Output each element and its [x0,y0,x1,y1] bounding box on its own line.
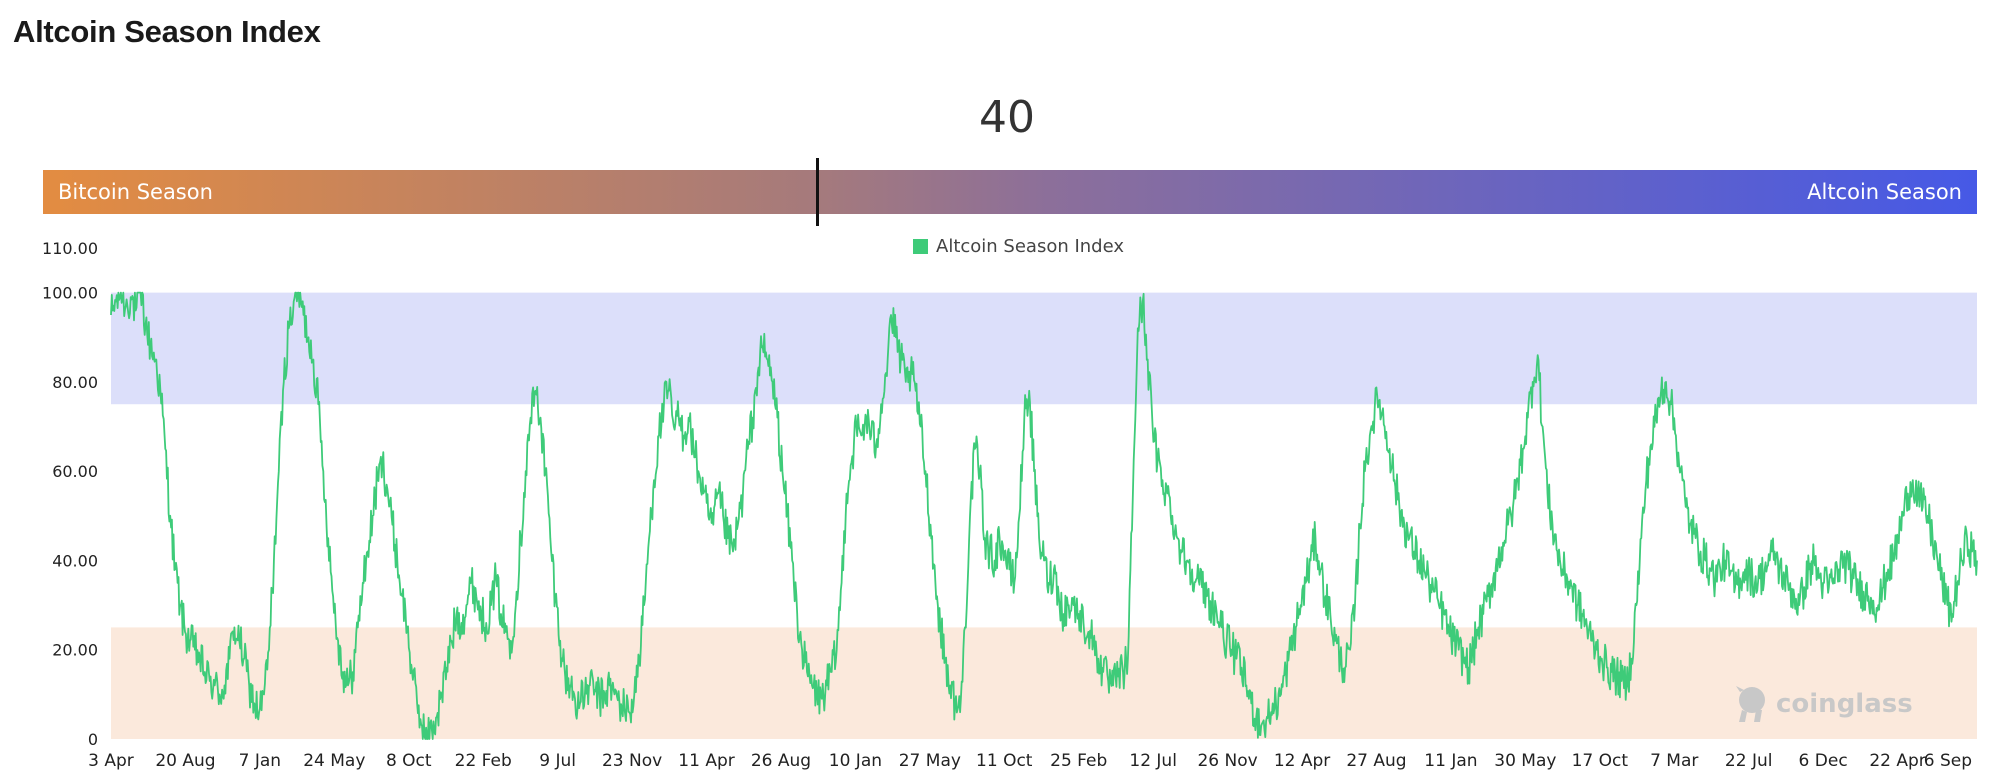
bitcoin-season-zone [111,627,1977,739]
x-tick-label: 9 Jul [539,751,576,771]
bitcoin-season-label: Bitcoin Season [58,180,213,204]
y-tick-label: 0 [88,730,98,749]
x-tick-label: 17 Oct [1572,751,1629,771]
x-tick-label: 11 Oct [976,751,1033,771]
coinglass-watermark: coinglass [1736,686,1913,722]
page-title: Altcoin Season Index [13,14,321,49]
y-tick-label: 20.00 [52,641,98,660]
x-tick-label: 26 Nov [1197,751,1257,771]
y-tick-label: 40.00 [52,551,98,570]
x-tick-label: 20 Aug [155,751,215,771]
x-axis: 3 Apr 20 Aug 7 Jan 24 May 8 Oct 22 Feb 9 Jul 23… [88,751,1972,771]
x-tick-label: 22 Feb [455,751,512,771]
series-line-altcoin-season-index [110,291,1978,740]
x-tick-label: 3 Apr [88,751,134,771]
y-axis: 0 20.00 40.00 60.00 80.00 100.00 110.00 [42,239,98,749]
y-tick-label: 60.00 [52,462,98,481]
x-tick-label: 27 May [899,751,961,771]
x-tick-label: 22 Apr [1869,751,1925,771]
coinglass-wordmark: coinglass [1776,689,1913,719]
y-tick-label: 100.00 [42,284,98,303]
x-tick-label: 6 Sep [1924,751,1972,771]
x-tick-label: 11 Jan [1424,751,1477,771]
x-tick-label: 7 Mar [1650,751,1698,771]
x-tick-label: 10 Jan [829,751,882,771]
legend-label: Altcoin Season Index [936,236,1125,257]
x-tick-label: 23 Nov [602,751,662,771]
gauge-value: 40 [979,92,1035,143]
x-tick-label: 22 Jul [1725,751,1773,771]
x-tick-label: 11 Apr [678,751,734,771]
x-tick-label: 12 Jul [1129,751,1177,771]
x-tick-label: 30 May [1494,751,1556,771]
chart-legend[interactable]: Altcoin Season Index [913,236,1124,257]
gauge-marker [816,158,819,226]
x-tick-label: 6 Dec [1799,751,1848,771]
x-tick-label: 27 Aug [1346,751,1406,771]
x-tick-label: 12 Apr [1274,751,1330,771]
x-tick-label: 7 Jan [239,751,281,771]
x-tick-label: 8 Oct [386,751,432,771]
x-tick-label: 26 Aug [751,751,811,771]
y-tick-label: 80.00 [52,373,98,392]
altcoin-season-zone [111,292,1977,405]
season-gauge-bar: Bitcoin Season Altcoin Season [43,170,1977,214]
x-tick-label: 25 Feb [1050,751,1107,771]
coinglass-logo-icon [1736,686,1765,722]
altcoin-season-label: Altcoin Season [1807,180,1962,204]
legend-swatch [913,239,928,254]
x-tick-label: 24 May [303,751,365,771]
y-tick-label: 110.00 [42,239,98,258]
